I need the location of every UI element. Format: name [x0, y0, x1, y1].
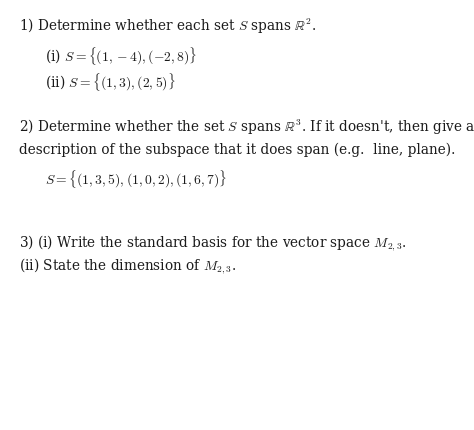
Text: $S = \{(1,3,5),(1,0,2),(1,6,7)\}$: $S = \{(1,3,5),(1,0,2),(1,6,7)\}$ — [45, 169, 227, 190]
Text: (ii) $S = \{(1,3),(2,5)\}$: (ii) $S = \{(1,3),(2,5)\}$ — [45, 72, 175, 93]
Text: description of the subspace that it does span (e.g.  line, plane).: description of the subspace that it does… — [19, 143, 456, 157]
Text: 2) Determine whether the set $S$ spans $\mathbb{R}^3$. If it doesn't, then give : 2) Determine whether the set $S$ spans $… — [19, 117, 474, 136]
Text: (ii) State the dimension of $M_{2,3}$.: (ii) State the dimension of $M_{2,3}$. — [19, 257, 236, 276]
Text: (i) $S = \{(1,-4),(-2,8)\}$: (i) $S = \{(1,-4),(-2,8)\}$ — [45, 45, 197, 67]
Text: 3) (i) Write the standard basis for the vector space $M_{2,3}$.: 3) (i) Write the standard basis for the … — [19, 233, 407, 253]
Text: 1) Determine whether each set $S$ spans $\mathbb{R}^2$.: 1) Determine whether each set $S$ spans … — [19, 16, 316, 35]
